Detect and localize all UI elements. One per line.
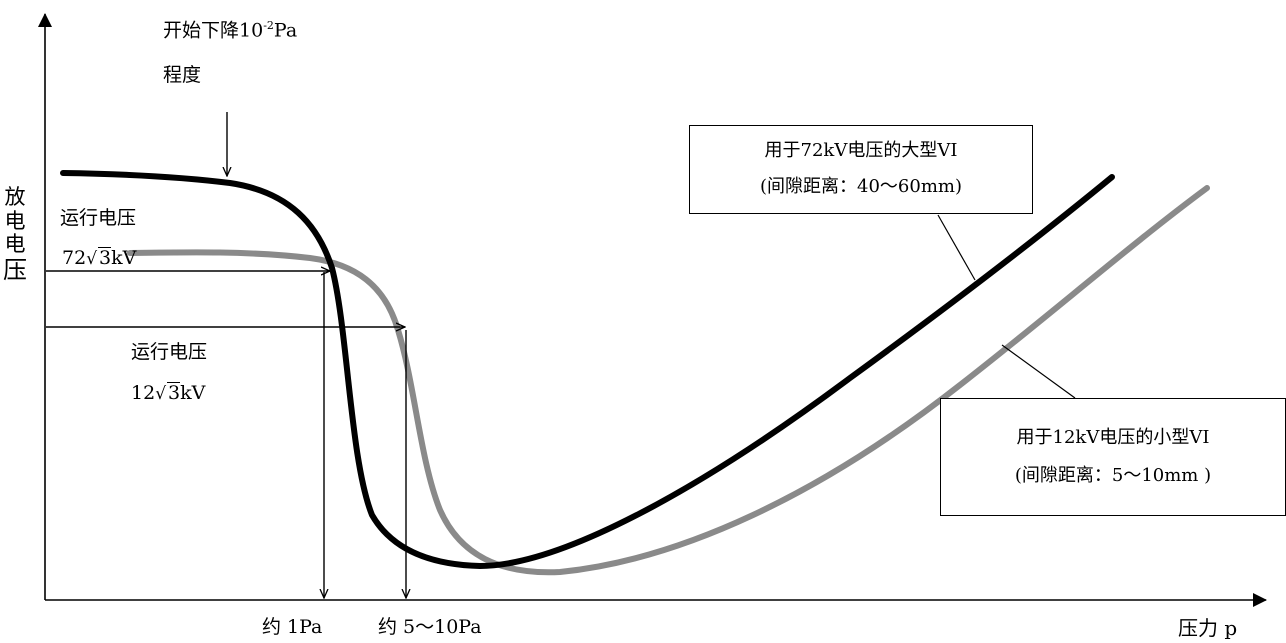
curve-72kv-large-vi (60, 170, 1115, 570)
label-box-72kv-large-vi: 用于72kV电压的大型VI (间隙距离：40～60mm) (689, 125, 1033, 214)
y-axis-label-char: 压 (3, 255, 27, 284)
curve-12kv-small-vi (127, 185, 1210, 576)
exponent: -2 (263, 19, 274, 32)
y-axis-label-char: 电 (4, 232, 26, 257)
operating-voltage-12-value: 12√ 3kV (131, 382, 206, 404)
operating-voltage-72-label: 运行电压 (60, 207, 137, 229)
x-tick-5-10pa: 约 5～10Pa (378, 616, 482, 638)
box-72kv-line1: 用于72kV电压的大型VI (764, 140, 958, 161)
leader-box-72kv (937, 214, 976, 281)
y-axis-label-char: 电 (4, 208, 26, 233)
operating-voltage-12-label: 运行电压 (131, 341, 208, 363)
box-12kv-line2: (间隙距离：5～10mm ) (1014, 465, 1212, 486)
start-drop-annotation-line2: 程度 (163, 64, 202, 86)
y-axis-label-char: 放 (4, 185, 26, 209)
box-72kv-line2: (间隙距离：40～60mm) (760, 176, 962, 197)
operating-voltage-72-value: 72√ 3kV (62, 247, 137, 269)
box-12kv-line1: 用于12kV电压的小型VI (1016, 427, 1210, 448)
y-axis-label: 放 电 电 压 (3, 185, 27, 284)
x-tick-1pa: 约 1Pa (262, 616, 323, 638)
label-box-12kv-small-vi: 用于12kV电压的小型VI (间隙距离：5～10mm ) (940, 398, 1286, 516)
x-axis-label: 压力 p (1178, 616, 1238, 640)
leader-box-12kv (1001, 344, 1076, 399)
start-drop-annotation-line1: 开始下降10-2Pa (163, 19, 298, 42)
